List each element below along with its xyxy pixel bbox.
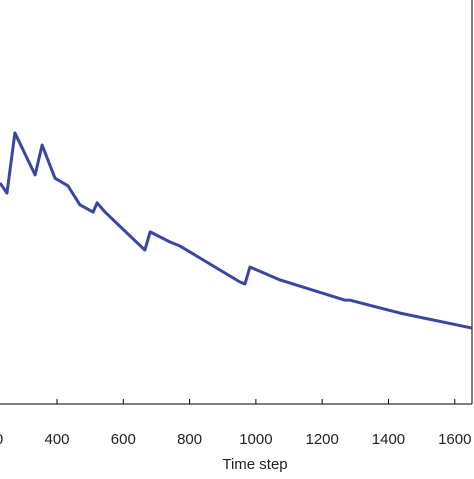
x-tick-label: 200 [0,431,3,448]
x-tick-label: 1000 [239,431,272,448]
line-series [0,131,473,330]
x-tick-label: 800 [177,431,202,448]
x-axis-label: Time step [222,456,287,473]
x-tick-label: 1600 [438,431,471,448]
x-tick-label: 1400 [372,431,405,448]
x-tick-label: 600 [111,431,136,448]
x-tick-label: 1200 [305,431,338,448]
x-tick-label: 400 [44,431,69,448]
